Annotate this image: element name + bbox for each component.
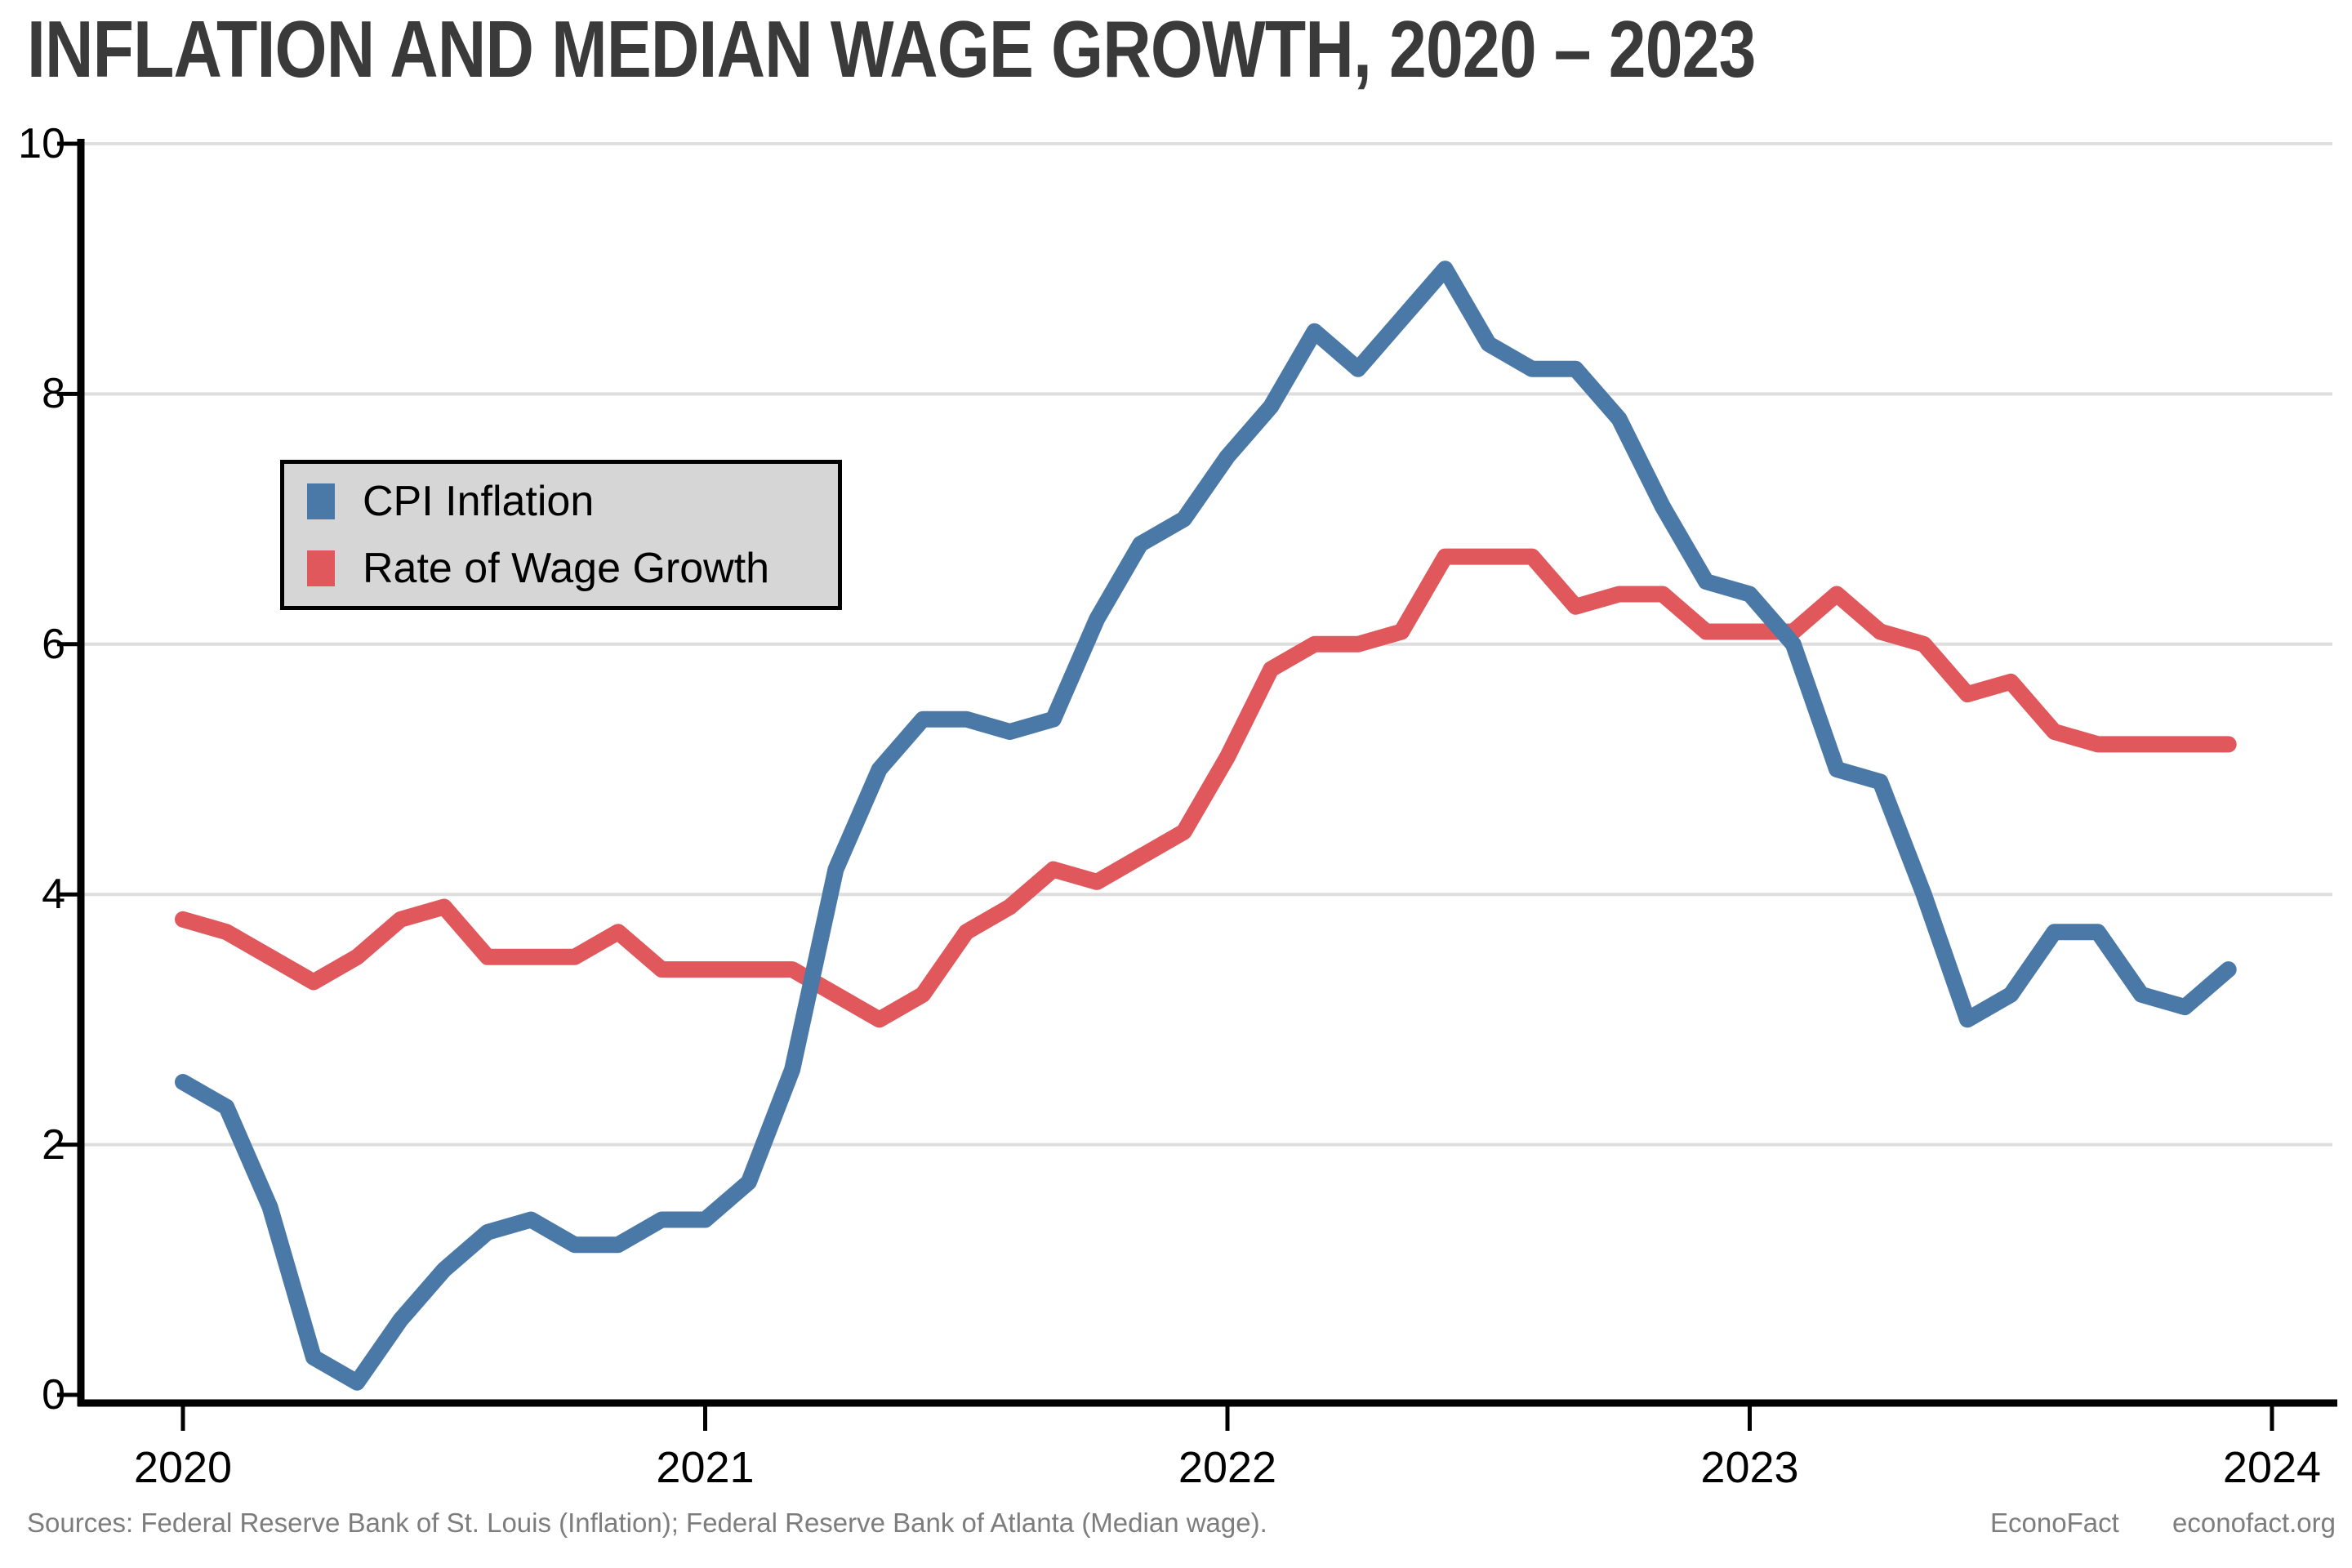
wage-line [175, 548, 2237, 1028]
wage-swatch-icon [307, 550, 335, 586]
y-tick-label-8: 8 [42, 370, 65, 418]
x-tick-label-2020: 2020 [133, 1443, 233, 1492]
series-lines [175, 261, 2237, 1391]
cpi-line [175, 261, 2237, 1391]
chart-legend: CPI Inflation Rate of Wage Growth [280, 460, 842, 610]
tick-marks [57, 141, 2274, 1431]
y-tick-label-2: 2 [42, 1120, 65, 1169]
x-tick-label-2024: 2024 [2222, 1443, 2322, 1492]
y-tick-label-0: 0 [42, 1371, 65, 1419]
legend-label-cpi: CPI Inflation [363, 478, 595, 525]
y-tick-label-4: 4 [42, 871, 65, 919]
econofact-brand: EconoFact [1990, 1508, 2119, 1538]
axes [77, 139, 2337, 1407]
x-tick-label-2021: 2021 [656, 1443, 755, 1492]
page-title: INFLATION AND MEDIAN WAGE GROWTH, 2020 –… [27, 4, 1756, 94]
econofact-url: econofact.org [2172, 1508, 2336, 1538]
legend-item-wage: Rate of Wage Growth [307, 539, 838, 598]
y-tick-label-10: 10 [18, 120, 65, 167]
legend-item-cpi: CPI Inflation [307, 472, 838, 531]
x-tick-label-2023: 2023 [1700, 1443, 1799, 1492]
gridlines [81, 142, 2332, 1147]
sources-note: Sources: Federal Reserve Bank of St. Lou… [27, 1508, 1267, 1538]
legend-label-wage: Rate of Wage Growth [363, 545, 770, 592]
y-tick-label-6: 6 [42, 620, 65, 668]
cpi-swatch-icon [307, 483, 335, 519]
x-tick-label-2022: 2022 [1178, 1443, 1277, 1492]
